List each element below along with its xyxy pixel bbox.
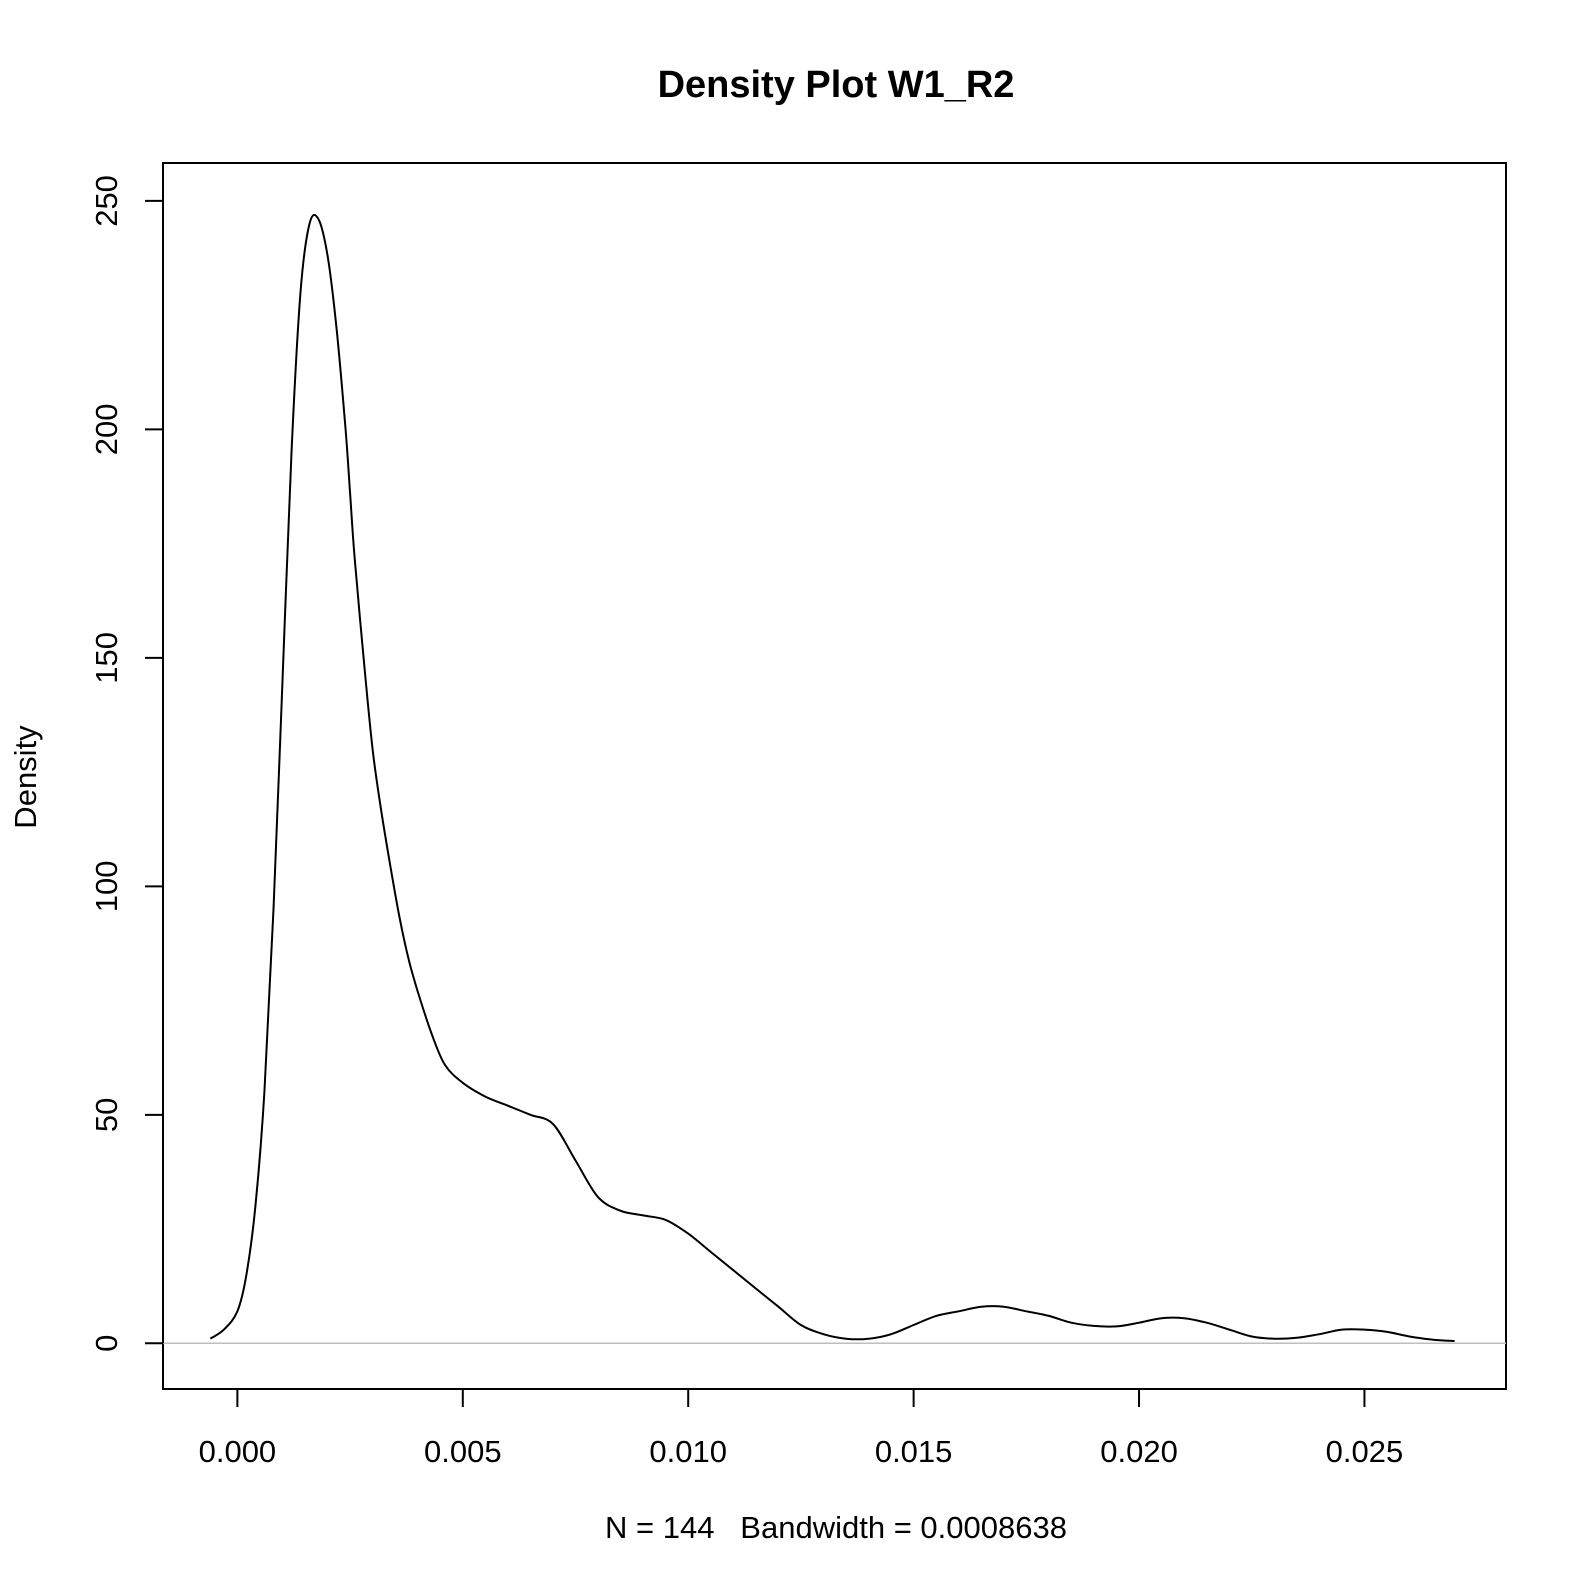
x-axis-label: N = 144 Bandwidth = 0.0008638 <box>605 1510 1067 1545</box>
y-axis: 0 50 100 150 200 250 <box>89 175 164 1352</box>
y-tick-label: 200 <box>89 404 124 456</box>
y-tick-label: 100 <box>89 860 124 912</box>
x-tick-label: 0.015 <box>875 1434 953 1469</box>
x-tick-label: 0.010 <box>649 1434 727 1469</box>
plot-frame <box>162 162 1507 1390</box>
y-tick-label: 50 <box>89 1098 124 1132</box>
chart-title: Density Plot W1_R2 <box>658 64 1015 106</box>
x-tick-label: 0.025 <box>1326 1434 1404 1469</box>
y-axis-label: Density <box>8 725 43 829</box>
y-tick-label: 0 <box>89 1335 124 1352</box>
x-axis: 0.000 0.005 0.010 0.015 0.020 0.025 <box>199 1388 1404 1469</box>
y-tick-label: 250 <box>89 175 124 227</box>
x-tick-label: 0.000 <box>199 1434 277 1469</box>
x-tick-label: 0.005 <box>424 1434 502 1469</box>
x-tick-label: 0.020 <box>1100 1434 1178 1469</box>
y-tick-label: 150 <box>89 632 124 684</box>
density-curve <box>209 213 1455 1342</box>
